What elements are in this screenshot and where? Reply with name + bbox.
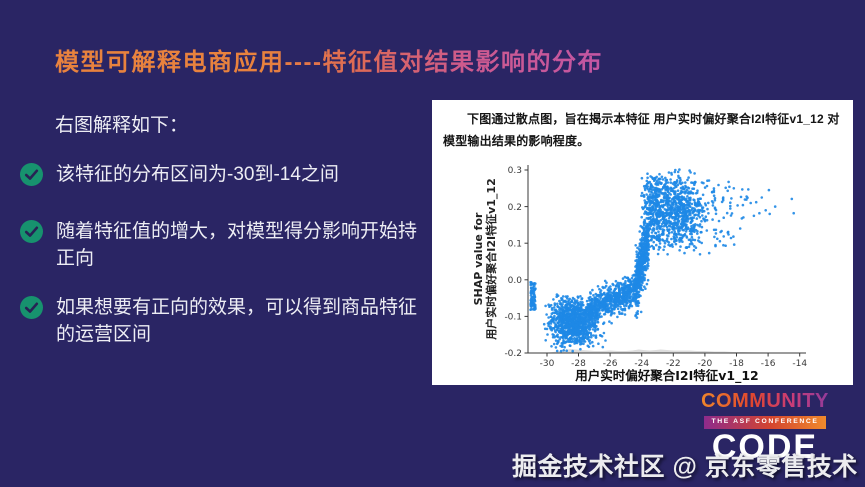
chart-caption: 下图通过散点图，旨在揭示本特征 用户实时偏好聚合I2I特征v1_12 对模型输出… xyxy=(443,112,840,149)
svg-text:-26: -26 xyxy=(603,359,618,369)
svg-text:-0.1: -0.1 xyxy=(504,313,522,323)
bullet-item-2: 随着特征值的增大，对模型得分影响开始持正向 xyxy=(20,219,428,273)
shap-scatter-chart: -30 -28 -26 -24 -22 -20 -18 -16 -14 0.3 0.2 0.1 0.0 -… xyxy=(472,165,807,384)
svg-text:-24: -24 xyxy=(634,359,649,369)
svg-text:-16: -16 xyxy=(761,359,776,369)
bullet-text: 该特征的分布区间为-30到-14之间 xyxy=(56,164,339,185)
svg-text:-14: -14 xyxy=(792,359,807,369)
svg-text:-22: -22 xyxy=(666,359,681,369)
logo-community-text: COMMUNITY xyxy=(698,391,832,411)
bullet-item-1: 该特征的分布区间为-30到-14之间 xyxy=(20,162,428,189)
check-circle-icon xyxy=(20,296,43,319)
chart-panel: -30 -28 -26 -24 -22 -20 -18 -16 -14 0.3 0.2 0.1 0.0 -… xyxy=(432,100,853,385)
svg-text:-18: -18 xyxy=(729,359,744,369)
svg-text:-28: -28 xyxy=(571,359,586,369)
section-subtitle: 右图解释如下： xyxy=(55,115,189,136)
check-circle-icon xyxy=(20,220,43,243)
svg-text:0.1: 0.1 xyxy=(508,239,522,249)
svg-text:-0.2: -0.2 xyxy=(504,349,522,359)
svg-text:0.3: 0.3 xyxy=(508,166,522,176)
svg-text:-30: -30 xyxy=(540,359,555,369)
logo-banner-text: THE ASF CONFERENCE xyxy=(704,416,826,429)
svg-text:0.0: 0.0 xyxy=(508,276,523,286)
bullet-text: 随着特征值的增大，对模型得分影响开始持正向 xyxy=(56,221,418,269)
asf-community-code-logo: COMMUNITY THE ASF CONFERENCE CODE xyxy=(698,391,832,464)
check-circle-icon xyxy=(20,163,43,186)
svg-text:-20: -20 xyxy=(698,359,713,369)
logo-code-text: CODE xyxy=(711,427,819,466)
svg-text:SHAP value for用户实时偏好聚合I2I特征v1_: SHAP value for用户实时偏好聚合I2I特征v1_12 xyxy=(472,178,498,339)
bullet-text: 如果想要有正向的效果，可以得到商品特征的运营区间 xyxy=(56,297,418,345)
bullet-item-3: 如果想要有正向的效果，可以得到商品特征的运营区间 xyxy=(20,295,428,349)
svg-text:用户实时偏好聚合I2I特征v1_12: 用户实时偏好聚合I2I特征v1_12 xyxy=(574,368,759,384)
page-title: 模型可解释电商应用----特征值对结果影响的分布 xyxy=(55,42,603,77)
svg-text:0.2: 0.2 xyxy=(508,203,522,213)
watermark-text: 掘金技术社区 @ 京东零售技术 xyxy=(512,453,858,481)
